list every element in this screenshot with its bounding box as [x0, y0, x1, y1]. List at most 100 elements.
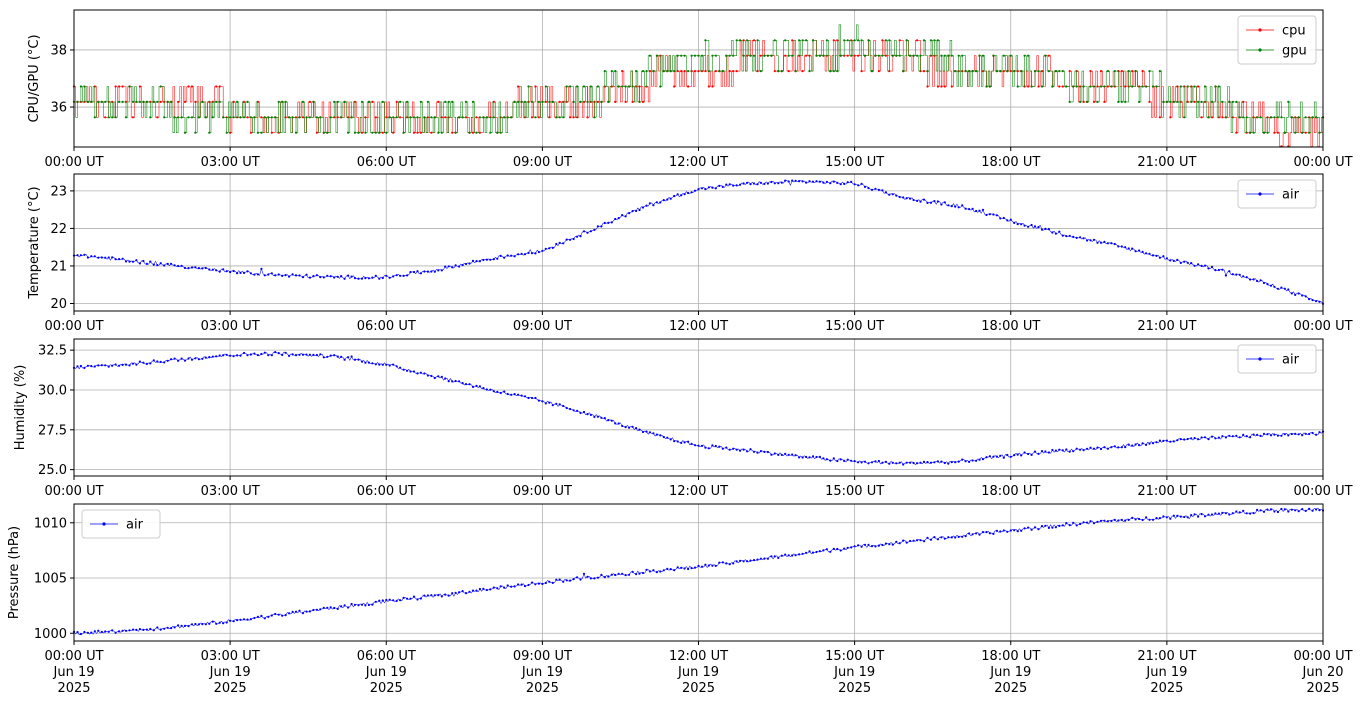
data-point — [426, 270, 429, 273]
data-point — [766, 450, 770, 454]
data-point — [985, 456, 988, 459]
data-point — [565, 85, 568, 88]
data-point — [777, 453, 780, 456]
data-point — [1176, 439, 1179, 442]
x-tick-label: 2025 — [838, 681, 871, 696]
x-tick-label: 2025 — [214, 681, 247, 696]
data-point — [947, 462, 950, 465]
data-point — [489, 388, 492, 391]
data-point — [648, 70, 652, 73]
data-point — [735, 39, 738, 42]
data-point — [485, 116, 488, 119]
data-point — [756, 451, 759, 454]
data-point — [1315, 300, 1318, 303]
data-point — [124, 629, 128, 632]
data-point — [1096, 520, 1099, 523]
data-point — [1096, 241, 1099, 244]
data-point — [1231, 435, 1234, 438]
data-point — [1287, 510, 1290, 513]
data-point — [860, 70, 863, 73]
data-point — [270, 116, 273, 119]
data-point — [1127, 443, 1130, 446]
data-point — [1089, 70, 1092, 73]
data-point — [1210, 435, 1214, 438]
data-point — [527, 583, 530, 587]
data-point — [523, 253, 527, 256]
data-point — [961, 204, 964, 207]
data-point — [1027, 85, 1030, 88]
data-point — [201, 357, 204, 360]
data-point — [1030, 85, 1033, 88]
data-point — [412, 595, 416, 598]
data-point — [659, 570, 662, 573]
data-point — [1047, 228, 1050, 231]
data-point — [614, 100, 617, 103]
data-point — [558, 116, 561, 119]
x-tick-label: 2025 — [994, 681, 1027, 696]
data-point — [784, 54, 787, 57]
data-point — [916, 539, 919, 542]
data-point — [700, 565, 704, 568]
data-point — [808, 550, 811, 553]
data-point — [1079, 236, 1082, 239]
data-point — [725, 54, 728, 57]
data-point — [451, 380, 454, 383]
data-point — [1158, 70, 1161, 73]
data-point — [1318, 431, 1321, 434]
data-point — [621, 85, 624, 88]
data-point — [1294, 131, 1297, 134]
data-point — [1200, 100, 1203, 103]
data-point — [1231, 100, 1234, 103]
data-point — [489, 131, 492, 134]
data-point — [895, 462, 898, 465]
data-point — [1183, 260, 1186, 263]
data-point — [555, 242, 558, 246]
data-point — [333, 606, 336, 610]
data-point — [385, 598, 388, 602]
data-point — [534, 252, 537, 255]
y-axis-label: Temperature (°C) — [27, 186, 42, 299]
data-point — [929, 461, 933, 464]
data-point — [1002, 529, 1005, 532]
data-point — [343, 100, 346, 103]
data-point — [1217, 268, 1220, 272]
data-point — [739, 559, 742, 563]
data-point — [367, 100, 370, 103]
data-point — [312, 100, 315, 103]
data-point — [388, 364, 391, 367]
data-point — [142, 628, 145, 632]
data-point — [461, 264, 464, 267]
data-point — [159, 262, 162, 265]
series-group — [72, 507, 1325, 636]
data-point — [1179, 515, 1182, 518]
data-point — [145, 262, 148, 265]
data-point — [1249, 278, 1252, 281]
data-point — [86, 631, 89, 634]
data-point — [669, 70, 672, 73]
data-point — [409, 370, 412, 373]
data-point — [1165, 100, 1168, 103]
data-point — [936, 200, 940, 203]
data-point — [846, 54, 849, 57]
x-tick-label: 09:00 UT — [513, 319, 572, 334]
data-point — [395, 365, 398, 368]
data-point — [86, 364, 89, 367]
data-point — [305, 353, 308, 356]
data-point — [867, 187, 870, 190]
data-point — [617, 422, 620, 425]
data-point — [1155, 85, 1158, 88]
data-point — [371, 100, 374, 103]
x-tick-label: 18:00 UT — [981, 484, 1040, 499]
data-point — [1283, 131, 1286, 134]
data-point — [1183, 116, 1186, 119]
data-point — [523, 395, 527, 398]
data-point — [149, 627, 152, 631]
data-point — [1099, 519, 1103, 523]
data-point — [631, 210, 634, 213]
data-point — [752, 54, 756, 57]
data-point — [79, 632, 82, 636]
data-point — [555, 116, 558, 119]
data-point — [319, 353, 322, 356]
data-point — [530, 396, 534, 400]
data-point — [374, 363, 377, 366]
